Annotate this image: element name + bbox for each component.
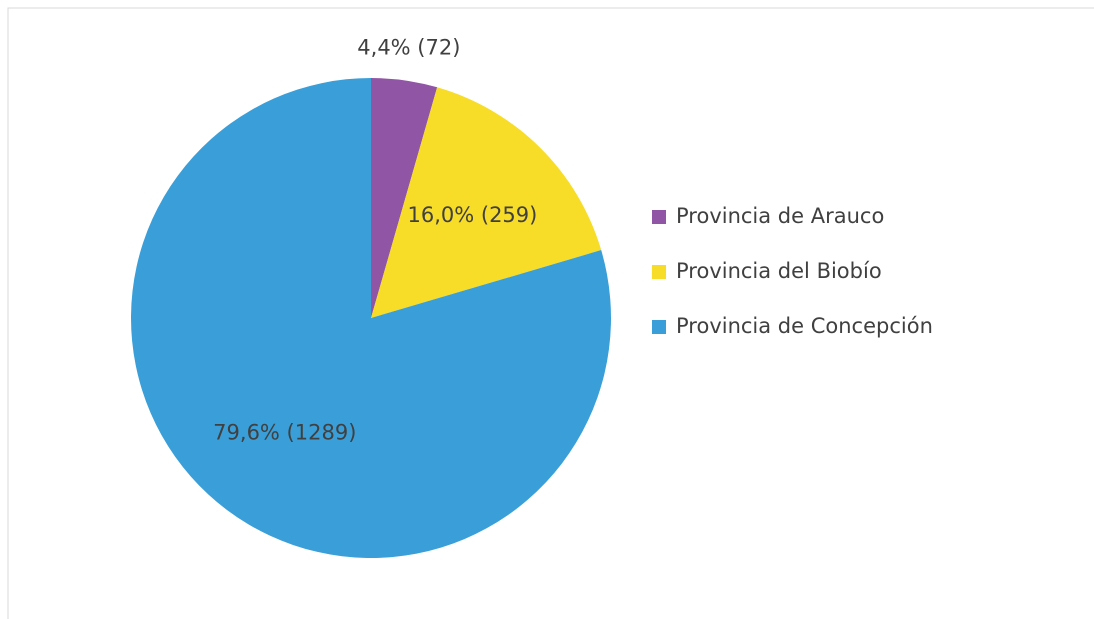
data-label: 16,0% (259) [407,203,537,227]
legend-label: Provincia de Concepción [676,314,933,338]
pie-slice [131,78,612,558]
frame [7,7,1094,619]
legend-swatch [652,210,666,224]
legend-label: Provincia de Arauco [676,204,884,228]
legend-swatch [652,265,666,279]
data-label: 4,4% (72) [357,36,460,60]
data-label: 79,6% (1289) [213,420,356,444]
legend-swatch [652,320,666,334]
legend-label: Provincia del Biobío [676,259,882,283]
pie-slice [371,78,438,318]
pie-slice [371,87,602,318]
